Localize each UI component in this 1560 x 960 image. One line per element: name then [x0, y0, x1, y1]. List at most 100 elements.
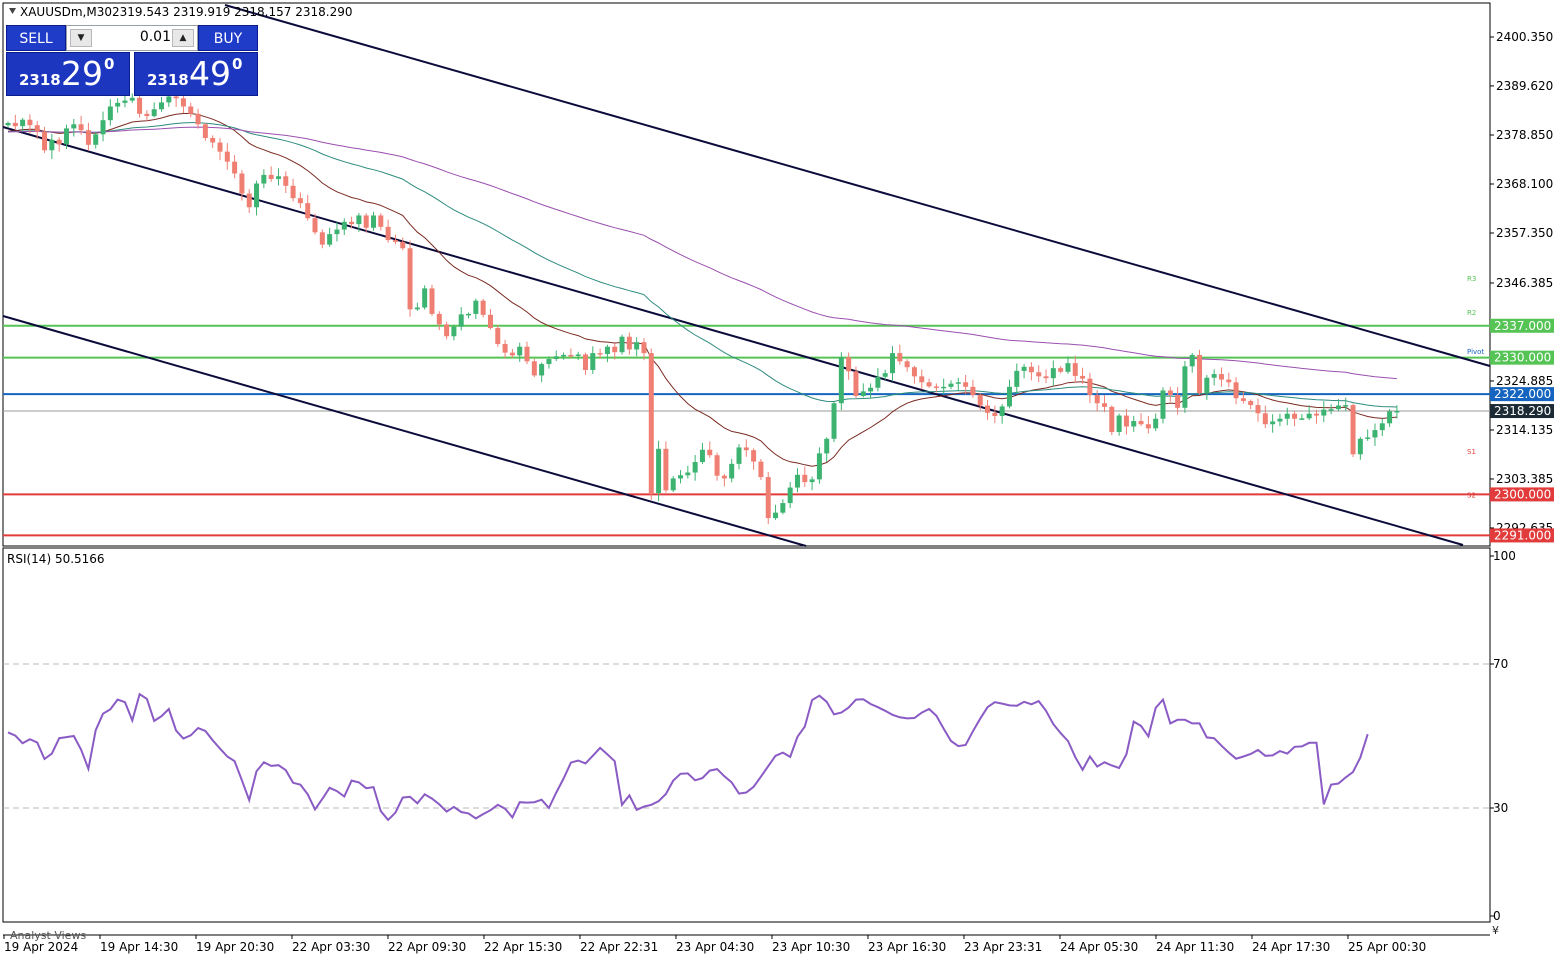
candle-body — [985, 405, 991, 413]
channel-lower-line[interactable] — [2, 315, 807, 547]
price-tick-label: 2346.385 — [1496, 276, 1553, 290]
candle-body — [846, 357, 852, 372]
lot-size-field[interactable]: ▼ 0.01 ▲ — [66, 25, 198, 51]
candle-body — [122, 100, 128, 103]
candle-body — [1197, 354, 1203, 394]
candle-body — [188, 106, 194, 114]
candle-body — [378, 215, 384, 227]
price-tick-label: 2368.100 — [1496, 177, 1553, 191]
candle-body — [1335, 405, 1341, 410]
candle-body — [890, 353, 896, 374]
rsi-tick-label: 30 — [1493, 801, 1508, 815]
candle-body — [144, 113, 150, 117]
candle-body — [1006, 386, 1012, 407]
candle-body — [63, 128, 69, 145]
candle-body — [714, 455, 720, 476]
candle-body — [626, 336, 632, 350]
lot-value[interactable]: 0.01 — [139, 29, 171, 45]
rsi-tick-label: 0 — [1493, 909, 1501, 923]
candle-body — [875, 376, 881, 388]
axis-arrow-icon[interactable]: ¥ — [1492, 924, 1499, 937]
price-tick-label: 2303.385 — [1496, 472, 1553, 486]
candle-body — [1189, 354, 1195, 367]
horizontal-levels — [3, 324, 1490, 537]
candle-body — [634, 342, 640, 350]
candle-body — [1365, 437, 1371, 439]
candle-body — [1321, 409, 1327, 416]
sell-price-prefix: 2318 — [19, 71, 61, 89]
sell-price-point: 0 — [104, 55, 115, 73]
buy-button[interactable]: BUY — [198, 25, 258, 51]
time-label: 25 Apr 00:30 — [1348, 940, 1426, 954]
level-tag — [1490, 387, 1554, 402]
moving-average-line — [7, 126, 1397, 380]
candle-body — [93, 134, 99, 145]
pivot-label: R2 — [1467, 309, 1476, 317]
candle-body — [1204, 377, 1210, 394]
candle-body — [305, 203, 311, 219]
candle-body — [1372, 430, 1378, 438]
candle-body — [1284, 413, 1290, 419]
candle-body — [1343, 405, 1349, 407]
channel-upper-line[interactable] — [224, 4, 1491, 367]
candle-body — [56, 139, 62, 145]
candle-body — [246, 193, 252, 208]
candle-body — [1226, 379, 1232, 383]
candle-body — [261, 174, 267, 184]
candle-body — [159, 102, 165, 110]
candle-body — [195, 113, 201, 125]
time-label: 23 Apr 10:30 — [772, 940, 850, 954]
sell-button[interactable]: SELL — [6, 25, 66, 51]
candle-body — [539, 364, 545, 376]
candle-body — [531, 361, 537, 376]
candle-body — [1109, 406, 1115, 432]
candle-body — [385, 226, 391, 241]
rsi-title: RSI(14) 50.5166 — [7, 552, 105, 566]
candle-body — [1072, 363, 1078, 376]
candle-body — [1292, 413, 1298, 419]
candle-body — [1379, 423, 1385, 431]
candle-body — [1094, 395, 1100, 404]
time-label: 22 Apr 15:30 — [484, 940, 562, 954]
lot-increase-icon[interactable]: ▲ — [172, 29, 194, 47]
buy-price-quote[interactable]: 2318 49 0 — [134, 52, 258, 96]
candle-body — [685, 472, 691, 476]
candle-body — [933, 386, 939, 388]
candle-body — [729, 463, 735, 479]
candle-body — [414, 307, 420, 310]
candle-body — [392, 240, 398, 242]
sell-price-quote[interactable]: 2318 29 0 — [6, 52, 130, 96]
channel-middle-line[interactable] — [2, 126, 1464, 546]
time-label: 24 Apr 11:30 — [1156, 940, 1234, 954]
candle-body — [1116, 415, 1122, 432]
candle-body — [1211, 374, 1217, 378]
time-label: 24 Apr 17:30 — [1252, 940, 1330, 954]
candle-body — [400, 241, 406, 249]
candle-body — [129, 97, 135, 101]
candle-body — [809, 479, 815, 483]
level-tag-label: 2330.000 — [1494, 351, 1551, 365]
candle-body — [524, 346, 530, 362]
candle-body — [1277, 418, 1283, 422]
lot-decrease-icon[interactable]: ▼ — [70, 29, 92, 47]
candle-body — [1357, 438, 1363, 455]
price-tick-label: 2389.620 — [1496, 79, 1553, 93]
time-label: 23 Apr 16:30 — [868, 940, 946, 954]
time-label: 22 Apr 03:30 — [292, 940, 370, 954]
pivot-label: S2 — [1467, 491, 1476, 499]
candle-body — [217, 142, 223, 152]
candle-body — [963, 382, 969, 387]
candle-body — [1313, 413, 1319, 416]
candle-body — [561, 354, 567, 357]
candle-body — [992, 412, 998, 417]
collapse-triangle-icon[interactable] — [9, 8, 16, 14]
candle-body — [290, 185, 296, 199]
candle-body — [1270, 421, 1276, 425]
candle-body — [27, 119, 33, 126]
pivot-labels: R3 R2 Pivot S1 S2 — [1467, 275, 1484, 500]
candle-body — [1043, 376, 1049, 379]
candle-body — [816, 453, 822, 480]
candle-body — [202, 124, 208, 138]
candle-body — [509, 352, 515, 356]
